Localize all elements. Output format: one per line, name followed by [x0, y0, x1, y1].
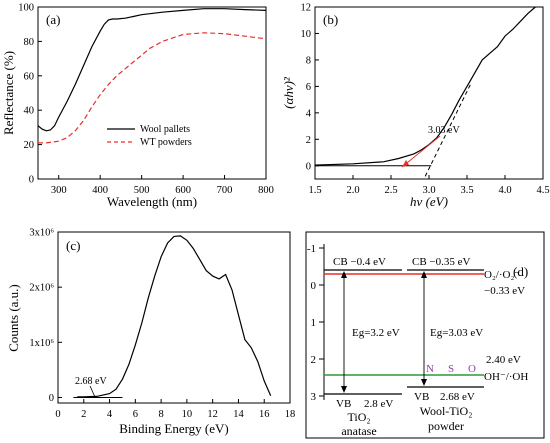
a-xtick-label-4: 700 — [217, 185, 233, 196]
eg-label-wool: Eg=3.03 eV — [430, 327, 483, 339]
b-ytick-label-3: 6 — [306, 82, 311, 93]
a-ytick-label-5: 100 — [18, 3, 34, 14]
c-xtick-label-8: 16 — [259, 409, 270, 420]
dopant-o: O — [468, 363, 476, 375]
b-xtick-label-0: 1.5 — [308, 185, 321, 196]
c-xtick-label-2: 4 — [107, 409, 113, 420]
a-xtick-label-5: 800 — [258, 185, 274, 196]
oh-value: 2.40 eV — [486, 354, 521, 366]
material-name-wool: Wool-TiO₂ — [420, 404, 473, 418]
panel-b-xlabel: hν (eV) — [410, 194, 448, 209]
panel-c-xlabel: Binding Energy (eV) — [119, 421, 229, 436]
material-name-anatase: TiO₂ — [347, 410, 370, 424]
b-xtick-label-2: 2.5 — [384, 185, 397, 196]
b-xtick-label-4: 3.5 — [460, 185, 473, 196]
c-xtick-label-6: 12 — [207, 409, 218, 420]
eg-arrowhead-bottom-wool — [421, 379, 427, 386]
o2-value: −0.33 eV — [484, 285, 525, 297]
c-ytick-label-3: 3x10⁶ — [29, 228, 54, 239]
panel-b: (b) 1.5 2.0 2.5 3.0 3.5 4.0 4.5 0 2 4 6 8 10 12 3.03 … — [281, 3, 550, 210]
a-ytick-label-1: 20 — [24, 140, 35, 151]
oh-label: OH⁻/·OH — [484, 371, 528, 383]
b-ytick-label-1: 2 — [306, 135, 311, 146]
a-series-line-1 — [38, 32, 267, 144]
b-xtick-label-6: 4.5 — [536, 185, 549, 196]
eg-arrowhead-top-anatase — [341, 271, 347, 278]
legend-label-wt: WT powders — [140, 137, 192, 148]
vb-value-wool: 2.68 eV — [440, 391, 475, 403]
c-xtick-label-7: 14 — [233, 409, 244, 420]
b-ytick-label-2: 4 — [306, 108, 312, 119]
d-ytick-label-2: 1 — [311, 317, 317, 329]
a-ytick-label-4: 80 — [24, 37, 35, 48]
a-xtick-label-2: 500 — [134, 185, 150, 196]
c-ytick-label-1: 1x10⁶ — [29, 338, 54, 349]
dopant-n: N — [426, 363, 434, 375]
a-xtick-label-0: 300 — [51, 185, 67, 196]
c-xtick-label-9: 18 — [285, 409, 296, 420]
b-xtick-label-5: 4.0 — [498, 185, 511, 196]
a-xtick-label-3: 600 — [175, 185, 191, 196]
d-ytick-label-1: 0 — [311, 280, 317, 292]
annotation-arrow-b — [401, 135, 441, 168]
b-ytick-label-6: 12 — [301, 3, 312, 14]
material-type-wool: powder — [428, 419, 464, 433]
vb-value-anatase: 2.8 eV — [364, 398, 393, 410]
eg-arrowhead-bottom-anatase — [341, 386, 347, 393]
b-tangent-line — [424, 83, 472, 177]
panel-d: (d) -1 0 1 2 3 CB −0.4 eV CB −0.35 eV O₂/·O₂… — [305, 231, 545, 439]
vb-label-wool: VB — [414, 391, 429, 403]
d-ytick-label-4: 3 — [311, 391, 317, 403]
a-xtick-label-1: 400 — [92, 185, 108, 196]
panel-c: (c) 0 2 4 6 8 10 12 14 16 18 0 1x10⁶ 2x10⁶ 3x10⁶ 2.68… — [6, 228, 295, 437]
c-ytick-label-0: 0 — [49, 393, 54, 404]
panel-a: (a) 300 400 500 600 700 800 0 20 40 60 80 100 Wool … — [1, 3, 274, 210]
legend-label-wool: Wool pallets — [140, 124, 190, 135]
b-ytick-label-0: 0 — [306, 161, 311, 172]
c-xtick-label-0: 0 — [55, 409, 60, 420]
d-ytick-label-0: -1 — [307, 243, 316, 255]
c-xtick-label-3: 6 — [133, 409, 138, 420]
eg-arrowhead-top-wool — [421, 271, 427, 278]
panel-b-ylabel: (αhν)² — [281, 76, 296, 109]
panel-a-ylabel: Reflectance (%) — [1, 51, 16, 135]
annotation-text-b: 3.03 eV — [428, 125, 460, 136]
panel-d-frame — [305, 231, 545, 439]
panel-c-frame — [57, 231, 291, 404]
a-series-line-0 — [37, 8, 267, 132]
dopant-s: S — [448, 363, 454, 375]
c-xtick-label-1: 2 — [81, 409, 86, 420]
a-ytick-label-3: 60 — [24, 71, 35, 82]
c-ytick-label-2: 2x10⁶ — [29, 283, 54, 294]
c-xtick-label-4: 8 — [158, 409, 163, 420]
annotation-arrowhead-b — [402, 160, 409, 167]
material-type-anatase: anatase — [341, 424, 376, 438]
annotation-arrow-c — [89, 385, 96, 398]
a-ytick-label-2: 40 — [24, 106, 35, 117]
panel-a-xlabel: Wavelength (nm) — [107, 194, 197, 209]
annotation-text-c: 2.68 eV — [75, 376, 107, 387]
eg-label-anatase: Eg=3.2 eV — [352, 327, 400, 339]
c-xtick-label-5: 10 — [182, 409, 193, 420]
cb-label-wool: CB −0.35 eV — [412, 256, 471, 268]
d-ytick-label-3: 2 — [311, 354, 317, 366]
panel-c-ylabel: Counts (a.u.) — [6, 284, 21, 352]
panel-b-label: (b) — [323, 12, 338, 27]
panel-c-label: (c) — [66, 238, 80, 253]
b-ytick-label-4: 8 — [306, 55, 311, 66]
b-ytick-label-5: 10 — [301, 29, 312, 40]
o2-label: O₂/·O₂⁻ — [484, 269, 520, 281]
cb-label-anatase: CB −0.4 eV — [333, 256, 386, 268]
panel-a-frame — [37, 6, 267, 180]
c-series-line-0 — [77, 235, 272, 398]
panel-a-label: (a) — [46, 12, 60, 27]
a-ytick-label-0: 0 — [29, 175, 34, 186]
panel-d-label: (d) — [513, 264, 528, 279]
b-xtick-label-3: 3.0 — [422, 185, 435, 196]
b-xtick-label-1: 2.0 — [346, 185, 359, 196]
b-series-line-0 — [314, 6, 536, 166]
vb-label-anatase: VB — [336, 398, 351, 410]
